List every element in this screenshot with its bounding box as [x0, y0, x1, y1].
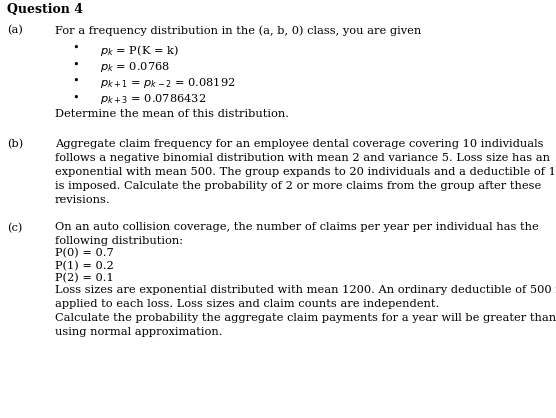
Text: (c): (c)	[7, 222, 22, 233]
Text: For a frequency distribution in the (a, b, 0) class, you are given: For a frequency distribution in the (a, …	[55, 25, 421, 36]
Text: Aggregate claim frequency for an employee dental coverage covering 10 individual: Aggregate claim frequency for an employe…	[55, 139, 556, 205]
Text: (b): (b)	[7, 139, 23, 149]
Text: •: •	[72, 43, 79, 53]
Text: •: •	[72, 76, 79, 86]
Text: •: •	[72, 92, 79, 102]
Text: P(2) = 0.1: P(2) = 0.1	[55, 273, 114, 283]
Text: P(1) = 0.2: P(1) = 0.2	[55, 261, 114, 271]
Text: $p_k$ = 0.0768: $p_k$ = 0.0768	[100, 59, 170, 74]
Text: (a): (a)	[7, 25, 23, 35]
Text: Determine the mean of this distribution.: Determine the mean of this distribution.	[55, 109, 289, 119]
Text: $p_k$ = P(K = k): $p_k$ = P(K = k)	[100, 43, 178, 58]
Text: P(0) = 0.7: P(0) = 0.7	[55, 248, 114, 259]
Text: $p_{k+3}$ = 0.0786432: $p_{k+3}$ = 0.0786432	[100, 92, 206, 107]
Text: Loss sizes are exponential distributed with mean 1200. An ordinary deductible of: Loss sizes are exponential distributed w…	[55, 285, 556, 337]
Text: Question 4: Question 4	[7, 3, 83, 16]
Text: $p_{k+1}$ = $p_{k-2}$ = 0.08192: $p_{k+1}$ = $p_{k-2}$ = 0.08192	[100, 76, 235, 90]
Text: •: •	[72, 59, 79, 69]
Text: On an auto collision coverage, the number of claims per year per individual has : On an auto collision coverage, the numbe…	[55, 222, 539, 247]
